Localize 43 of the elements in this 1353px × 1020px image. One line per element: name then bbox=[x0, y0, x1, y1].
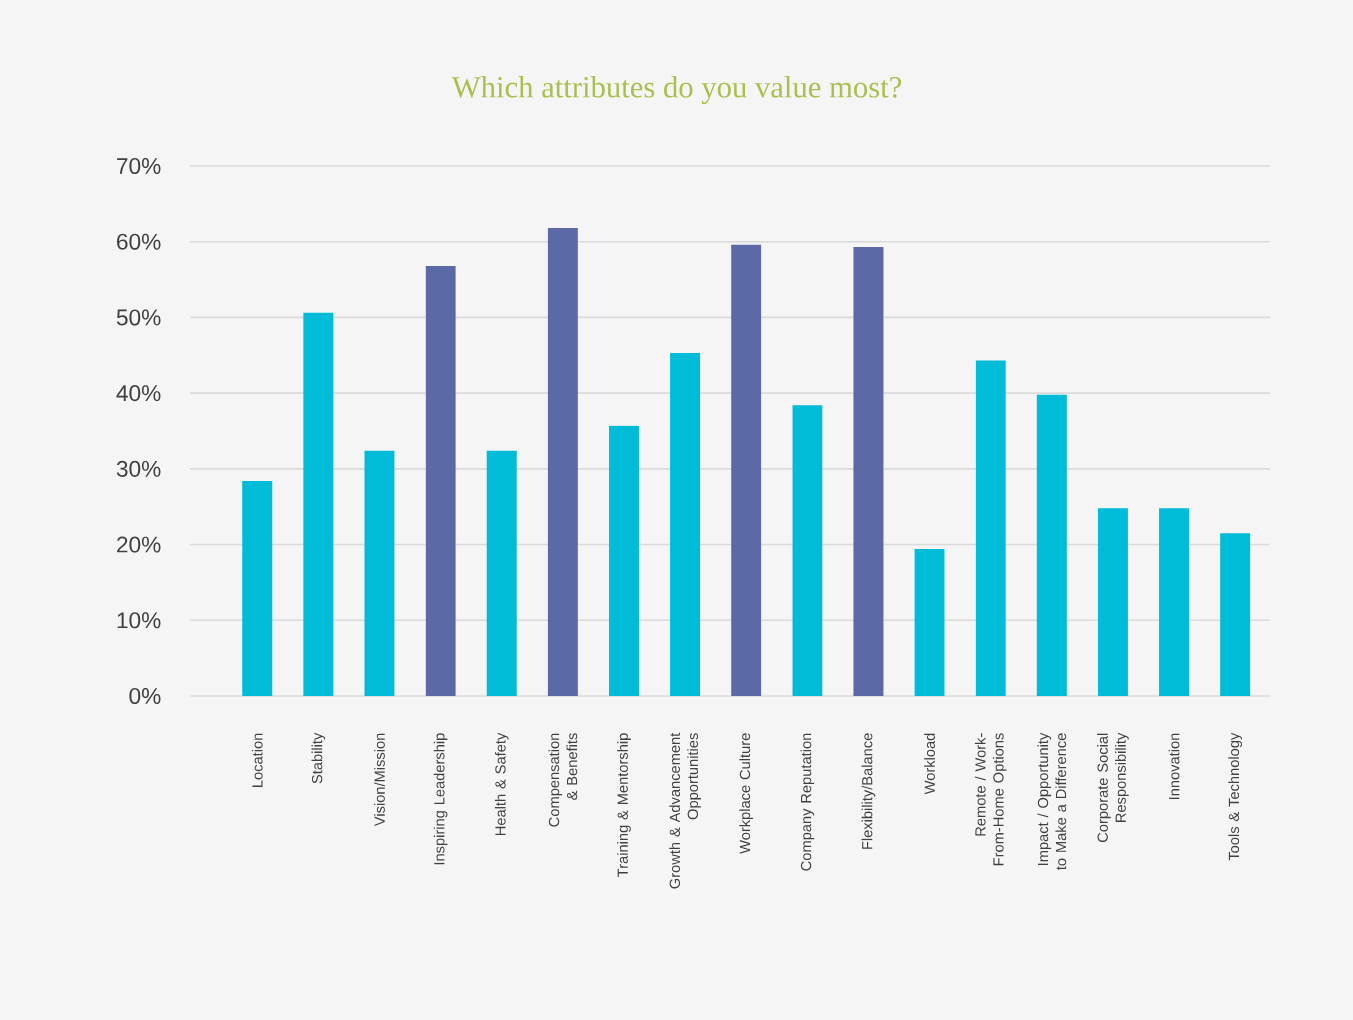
bar bbox=[914, 549, 945, 696]
y-tick-label: 70% bbox=[117, 157, 161, 175]
x-tick-label: Location bbox=[251, 733, 263, 787]
x-tick-label: Vision/Mission bbox=[374, 733, 385, 827]
y-tick-label: 10% bbox=[117, 612, 161, 629]
bar bbox=[1220, 533, 1251, 696]
x-tick-label: Compensation & Benefits bbox=[548, 733, 578, 827]
bar bbox=[242, 480, 273, 696]
y-tick-label: 40% bbox=[116, 385, 161, 402]
bar bbox=[1159, 508, 1190, 696]
bar bbox=[853, 247, 884, 696]
bar bbox=[303, 312, 334, 696]
bar bbox=[1036, 394, 1067, 696]
x-tick-label: Stability bbox=[311, 732, 326, 784]
x-tick-label: Impact / Opportunity to Make a Difference bbox=[1037, 732, 1067, 870]
x-tick-label: Health & Safety bbox=[494, 732, 509, 836]
bar bbox=[792, 405, 823, 696]
chart-title: Which attributes do you value most? bbox=[451, 76, 902, 104]
y-tick-label: 0% bbox=[129, 687, 161, 705]
bar bbox=[608, 425, 639, 696]
bar bbox=[486, 450, 517, 696]
x-tick-label: Corporate Social Responsibility bbox=[1097, 732, 1129, 842]
x-tick-label: Tools & Technology bbox=[1228, 732, 1242, 861]
bar bbox=[975, 360, 1006, 696]
bar bbox=[1097, 508, 1128, 696]
y-tick-label: 30% bbox=[116, 460, 161, 477]
x-tick-label: Remote / Work-From-Home Options bbox=[974, 733, 1007, 866]
bar bbox=[731, 244, 762, 696]
y-tick-label: 20% bbox=[117, 536, 161, 553]
x-tick-label: Inspiring Leadership bbox=[433, 733, 448, 865]
x-tick-label: Training & Mentorship bbox=[617, 733, 631, 877]
x-tick-label: Flexibility/Balance bbox=[861, 733, 876, 849]
x-tick-label: Workplace Culture bbox=[739, 733, 754, 854]
y-tick-label: 60% bbox=[117, 233, 161, 250]
bar bbox=[364, 450, 395, 696]
y-tick-label: 50% bbox=[116, 309, 161, 326]
x-tick-label: Company Reputation bbox=[800, 733, 815, 871]
bar bbox=[425, 265, 456, 696]
bar bbox=[670, 353, 701, 696]
x-tick-label: Workload bbox=[924, 733, 935, 795]
x-tick-label: Growth & Advancement Opportunities bbox=[669, 732, 701, 889]
bar bbox=[547, 228, 578, 696]
x-tick-label: Innovation bbox=[1168, 733, 1180, 800]
